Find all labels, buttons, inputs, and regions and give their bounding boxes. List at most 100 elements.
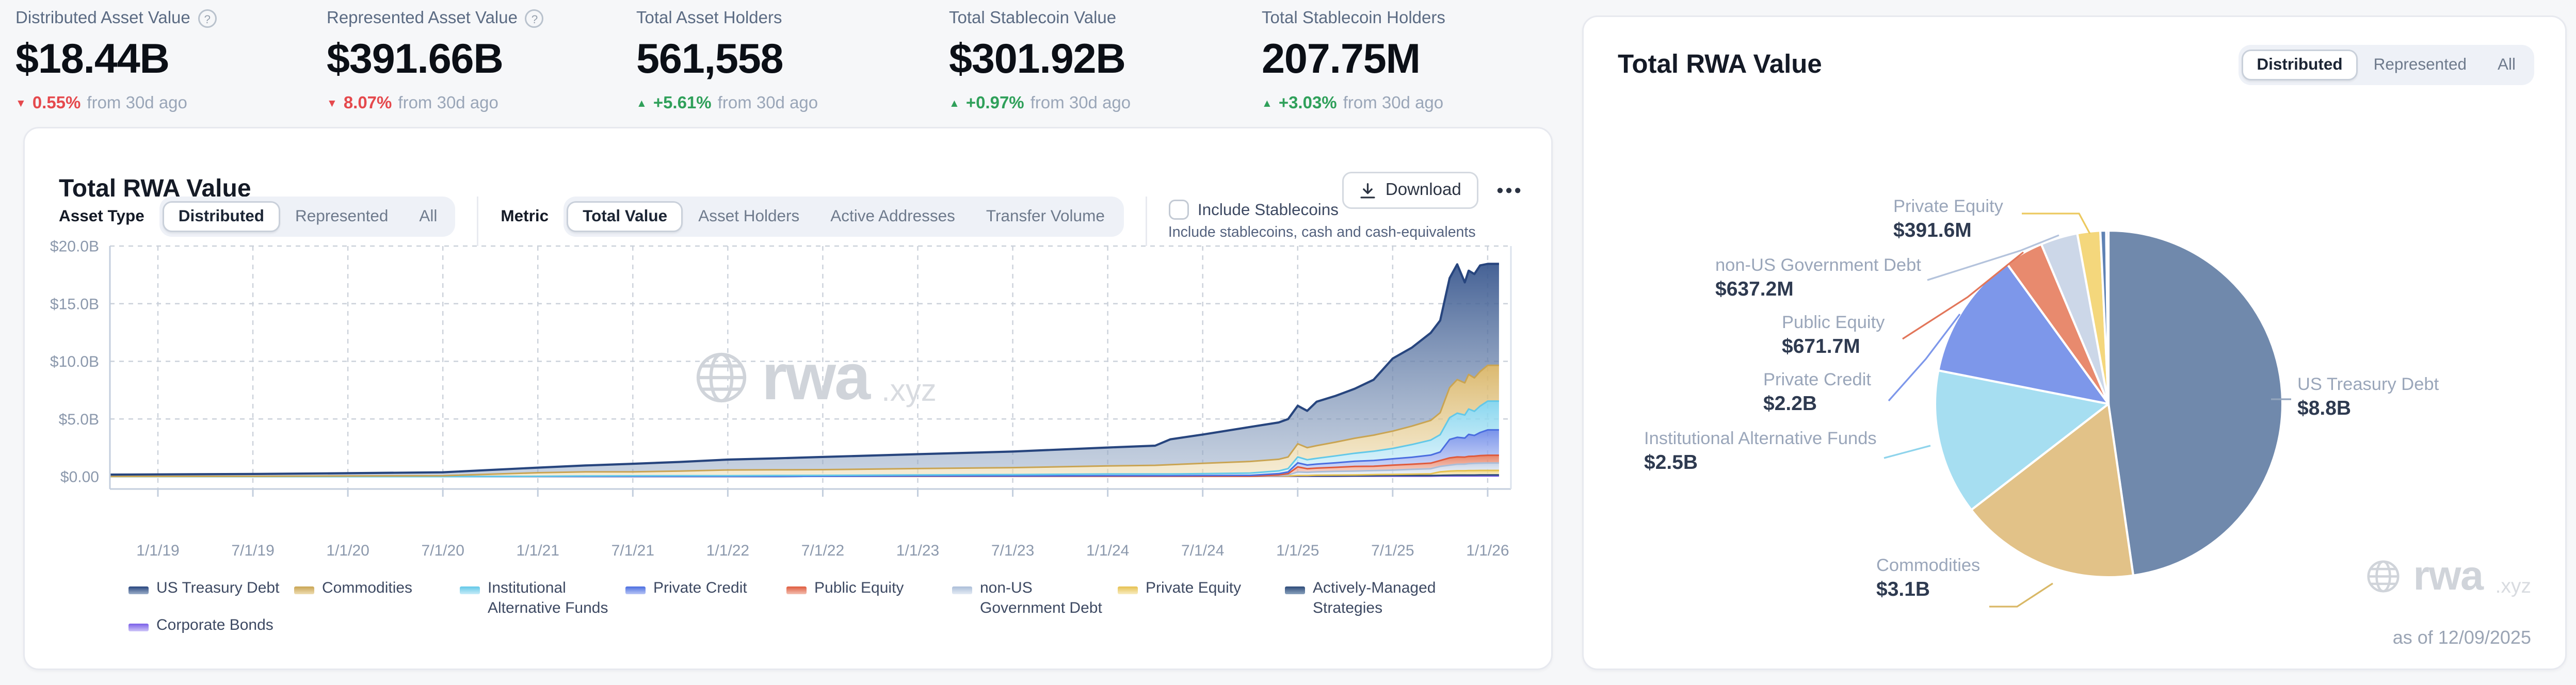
- legend-item-non_us_gov[interactable]: non-US Government Debt: [952, 580, 1104, 619]
- down-arrow-icon: ▼: [327, 98, 337, 109]
- legend-item-commodities[interactable]: Commodities: [294, 580, 446, 600]
- metric-option-asset-holders[interactable]: Asset Holders: [683, 201, 815, 232]
- right-card-title: Total RWA Value: [1618, 50, 1822, 79]
- svg-text:7/1/25: 7/1/25: [1371, 542, 1414, 559]
- asset-type-option-distributed[interactable]: Distributed: [163, 201, 280, 232]
- legend-label: Institutional Alternative Funds: [488, 580, 608, 617]
- legend-label: Corporate Bonds: [156, 617, 273, 634]
- stat-delta-suffix: from 30d ago: [717, 94, 818, 113]
- pie-label-value: $2.5B: [1644, 451, 1698, 475]
- pie-label-value: $637.2M: [1715, 278, 1794, 301]
- svg-text:7/1/20: 7/1/20: [421, 542, 464, 559]
- svg-text:$5.0B: $5.0B: [59, 411, 99, 428]
- metric-option-active-addresses[interactable]: Active Addresses: [815, 201, 971, 232]
- pie-label-commodities: Commodities $3.1B: [1876, 556, 1980, 603]
- stat-value: $391.66B: [327, 36, 504, 82]
- legend-label: Public Equity: [814, 580, 904, 597]
- pie-tab-represented[interactable]: Represented: [2358, 50, 2482, 80]
- divider: [1145, 197, 1147, 246]
- pie-label-us_treasury: US Treasury Debt $8.8B: [2297, 374, 2439, 422]
- up-arrow-icon: ▲: [949, 98, 960, 109]
- stat-delta-suffix: from 30d ago: [1030, 94, 1131, 113]
- up-arrow-icon: ▲: [1262, 98, 1273, 109]
- legend-item-public_equity[interactable]: Public Equity: [786, 580, 938, 600]
- legend-item-private_credit[interactable]: Private Credit: [625, 580, 777, 600]
- stat-delta-suffix: from 30d ago: [1343, 94, 1444, 113]
- pie-slice-commodities[interactable]: [1970, 402, 2135, 579]
- stat-value: $18.44B: [15, 36, 170, 82]
- include-stablecoins-label: Include Stablecoins: [1197, 200, 1339, 219]
- metric-segmented-control: Total Value Asset Holders Active Addresses…: [564, 197, 1123, 237]
- stat-delta-percent: +5.61%: [653, 94, 712, 113]
- asset-type-option-represented[interactable]: Represented: [280, 201, 404, 232]
- stat-label: Represented Asset Value: [327, 9, 518, 28]
- legend-item-actively_managed[interactable]: Actively-Managed Strategies: [1285, 580, 1437, 619]
- metric-option-transfer-volume[interactable]: Transfer Volume: [971, 201, 1120, 232]
- stat-delta-percent: 8.07%: [343, 94, 392, 113]
- up-arrow-icon: ▲: [636, 98, 647, 109]
- help-icon[interactable]: ?: [198, 9, 217, 28]
- pie-slice-us_treasury[interactable]: [2107, 229, 2284, 577]
- pie-view-segmented-control: Distributed Represented All: [2238, 45, 2534, 85]
- legend-item-corporate_bonds[interactable]: Corporate Bonds: [128, 617, 280, 637]
- stat-card: Total Stablecoin Value $301.92B ▲ +0.97% fro…: [949, 9, 1131, 113]
- stat-card: Distributed Asset Value? $18.44B ▼ 0.55% fro…: [15, 9, 217, 113]
- chart-controls: Asset Type Distributed Represented All Met…: [59, 197, 1523, 246]
- pie-slice-private_credit[interactable]: [1937, 262, 2110, 405]
- svg-text:1/1/19: 1/1/19: [136, 542, 179, 559]
- download-button[interactable]: Download: [1342, 172, 1478, 209]
- legend-swatch: [128, 624, 149, 631]
- svg-text:1/1/25: 1/1/25: [1276, 542, 1319, 559]
- help-icon[interactable]: ?: [525, 9, 544, 28]
- stat-value: 561,558: [636, 36, 784, 82]
- legend-item-inst_alt_funds[interactable]: Institutional Alternative Funds: [460, 580, 611, 619]
- include-stablecoins-block: Include Stablecoins Include stablecoins,…: [1168, 200, 1476, 241]
- svg-text:1/1/24: 1/1/24: [1086, 542, 1129, 559]
- pie-label-value: $2.2B: [1763, 392, 1817, 416]
- legend-swatch: [294, 586, 314, 594]
- pie-label-public_equity: Public Equity $671.7M: [1782, 313, 1885, 360]
- pie-tab-distributed[interactable]: Distributed: [2241, 50, 2358, 80]
- include-stablecoins-checkbox[interactable]: [1168, 200, 1188, 220]
- stacked-area-chart: 1/1/19 7/1/19 1/1/20 7/1/20 1/1/21 7/1/21 1/1/…: [50, 238, 1512, 559]
- stat-value: $301.92B: [949, 36, 1126, 82]
- svg-text:1/1/20: 1/1/20: [326, 542, 369, 559]
- asset-type-option-all[interactable]: All: [404, 201, 453, 232]
- stat-delta-percent: +3.03%: [1278, 94, 1337, 113]
- svg-text:1/1/21: 1/1/21: [517, 542, 559, 559]
- svg-text:1/1/22: 1/1/22: [706, 542, 749, 559]
- total-rwa-value-chart-card: 1/1/19 7/1/19 1/1/20 7/1/20 1/1/21 7/1/21 1/1/…: [23, 127, 1553, 670]
- more-options-icon[interactable]: •••: [1496, 180, 1523, 201]
- pie-slice-corporate_bonds[interactable]: [2105, 229, 2110, 405]
- stat-delta: ▲ +3.03% from 30d ago: [1262, 94, 1445, 113]
- legend-swatch: [786, 586, 807, 594]
- svg-text:$10.0B: $10.0B: [50, 353, 99, 370]
- metric-option-total-value[interactable]: Total Value: [567, 201, 683, 232]
- divider: [477, 197, 479, 246]
- metric-label: Metric: [501, 207, 549, 226]
- stat-card: Total Stablecoin Holders 207.75M ▲ +3.03% fr…: [1262, 9, 1445, 113]
- pie-label-name: Private Credit: [1763, 371, 1872, 390]
- left-card-header: Total RWA Value Download •••: [59, 172, 1523, 209]
- legend-label: Commodities: [322, 580, 413, 597]
- stat-label: Total Stablecoin Holders: [1262, 9, 1445, 28]
- stat-value: 207.75M: [1262, 36, 1421, 82]
- pie-label-non_us_gov: non-US Government Debt $637.2M: [1715, 255, 1921, 303]
- svg-text:7/1/21: 7/1/21: [611, 542, 654, 559]
- legend-label: non-US Government Debt: [980, 580, 1102, 617]
- stat-delta-percent: +0.97%: [965, 94, 1024, 113]
- legend-label: Private Credit: [653, 580, 747, 597]
- pie-label-private_credit: Private Credit $2.2B: [1763, 370, 1871, 417]
- stat-card: Represented Asset Value? $391.66B ▼ 8.07% fr…: [327, 9, 544, 113]
- pie-tab-all[interactable]: All: [2482, 50, 2531, 80]
- legend-swatch: [460, 586, 480, 594]
- svg-text:7/1/23: 7/1/23: [991, 542, 1034, 559]
- legend-item-private_equity[interactable]: Private Equity: [1118, 580, 1269, 600]
- pie-slice-inst_alt_funds[interactable]: [1934, 369, 2110, 511]
- legend-item-us_treasury[interactable]: US Treasury Debt: [128, 580, 280, 600]
- legend-swatch: [1118, 586, 1138, 594]
- pie-label-inst_alt_funds: Institutional Alternative Funds $2.5B: [1644, 429, 1877, 476]
- pie-chart: [1883, 213, 2291, 608]
- pie-label-value: $8.8B: [2297, 397, 2352, 420]
